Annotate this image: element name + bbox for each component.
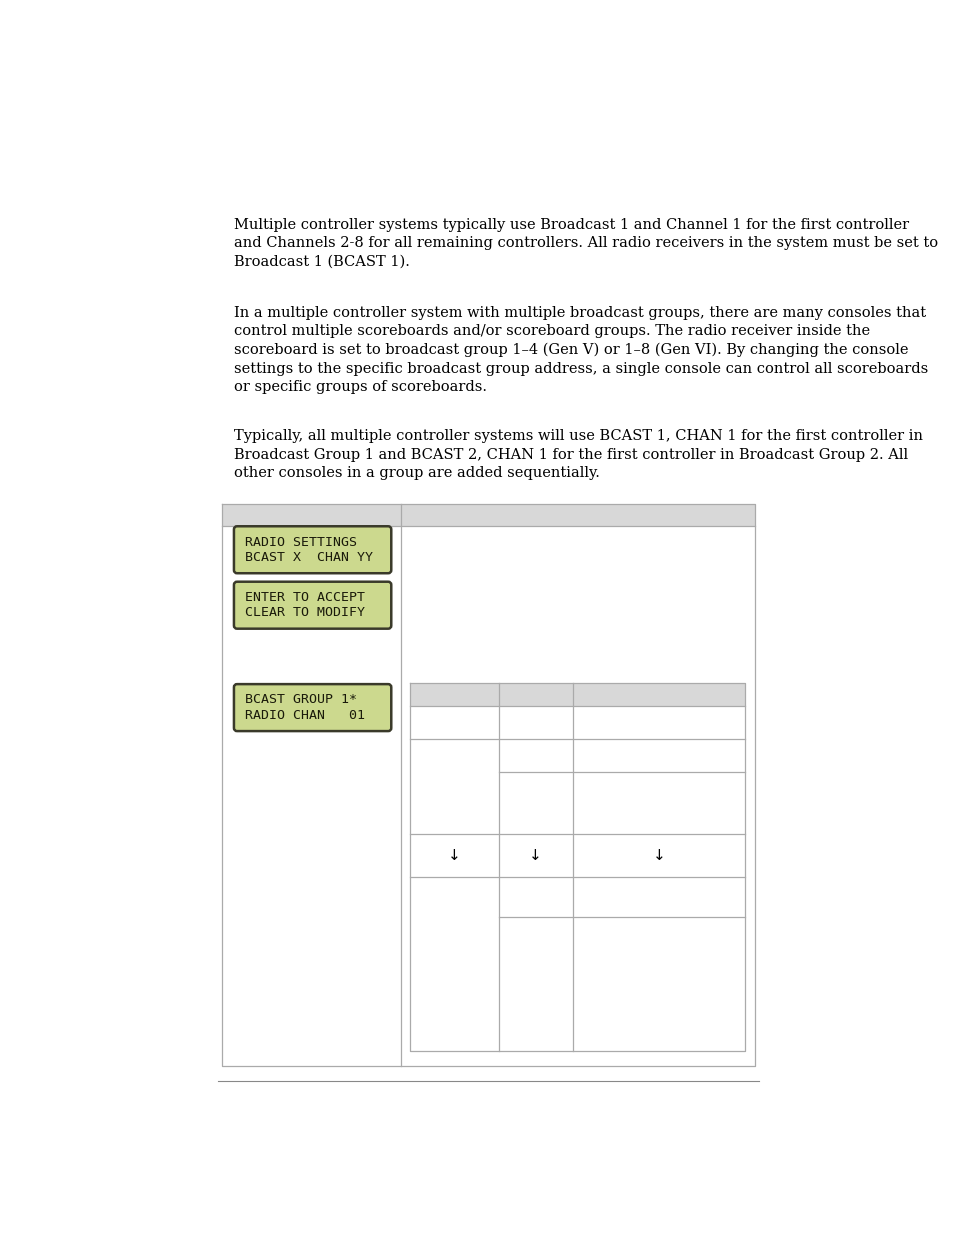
FancyBboxPatch shape: [233, 684, 391, 731]
Text: BCAST X  CHAN YY: BCAST X CHAN YY: [245, 551, 373, 564]
Text: In a multiple controller system with multiple broadcast groups, there are many c: In a multiple controller system with mul…: [233, 306, 927, 394]
Text: BCAST GROUP 1*: BCAST GROUP 1*: [245, 693, 356, 706]
Text: RADIO SETTINGS: RADIO SETTINGS: [245, 536, 356, 548]
Text: ↓: ↓: [448, 847, 460, 863]
Text: ENTER TO ACCEPT: ENTER TO ACCEPT: [245, 590, 364, 604]
FancyBboxPatch shape: [233, 526, 391, 573]
Text: ↓: ↓: [652, 847, 664, 863]
Text: CLEAR TO MODIFY: CLEAR TO MODIFY: [245, 606, 364, 620]
Bar: [410, 683, 744, 706]
Text: ↓: ↓: [529, 847, 541, 863]
Text: RADIO CHAN   01: RADIO CHAN 01: [245, 709, 364, 722]
FancyBboxPatch shape: [233, 582, 391, 629]
Text: Multiple controller systems typically use Broadcast 1 and Channel 1 for the firs: Multiple controller systems typically us…: [233, 217, 937, 268]
Bar: [222, 504, 754, 526]
Text: Typically, all multiple controller systems will use BCAST 1, CHAN 1 for the firs: Typically, all multiple controller syste…: [233, 430, 922, 480]
